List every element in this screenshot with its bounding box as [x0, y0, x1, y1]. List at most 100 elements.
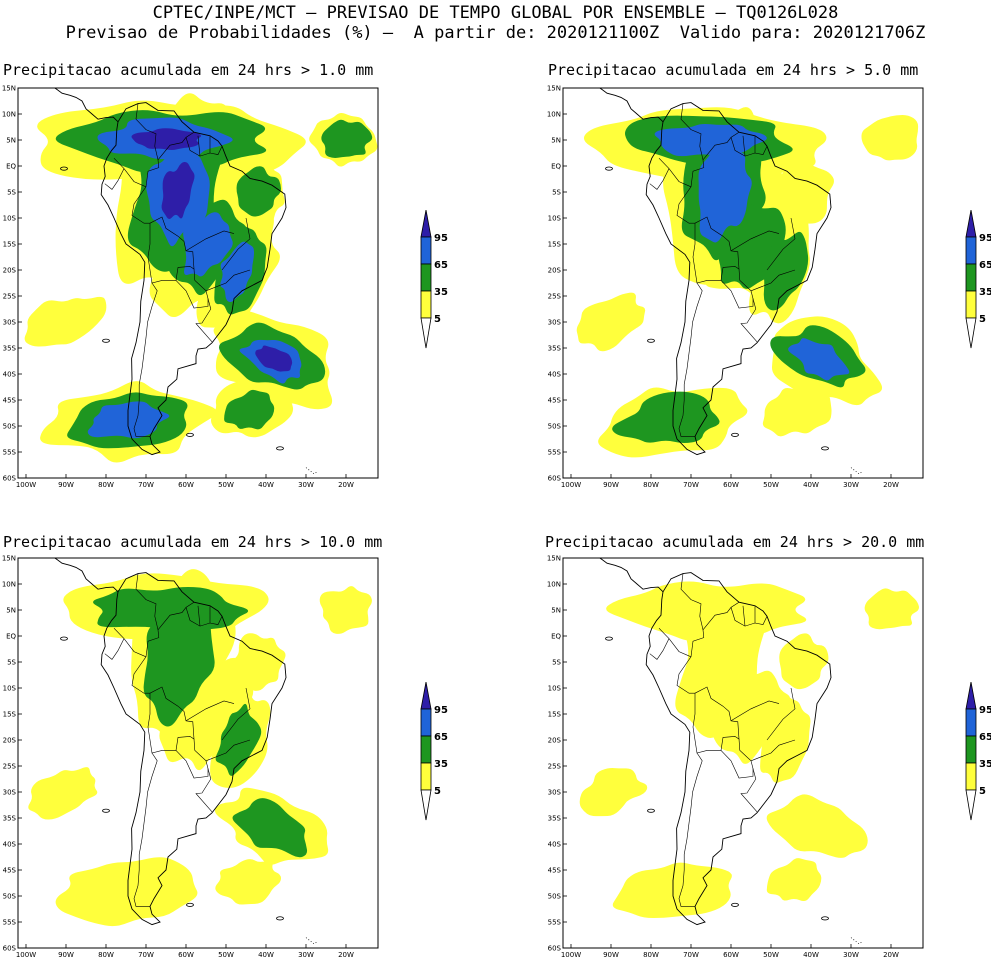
- lat-label: 10S: [3, 215, 17, 223]
- lon-label: 90W: [58, 951, 74, 957]
- lon-label: 20W: [883, 481, 899, 489]
- lat-label: 10N: [2, 581, 16, 589]
- precip-green-south-atlantic-cell: [224, 389, 275, 430]
- map-panel-3: 15N 10N 5N EQ 5S 10S 15S 20S 25S 30S 35S 40S 45S 50S 5…: [2, 555, 379, 957]
- lat-label: 10N: [547, 111, 561, 119]
- country-border: [185, 607, 223, 627]
- country-border: [649, 638, 670, 660]
- lat-label: EQ: [551, 633, 561, 641]
- country-border: [157, 601, 195, 630]
- lat-label: 55S: [3, 919, 17, 927]
- lat-label: EQ: [551, 163, 561, 171]
- precip-blue-southeast-brazil: [220, 241, 255, 303]
- lon-label: 60W: [178, 481, 194, 489]
- panel-4-title: Precipitacao acumulada em 24 hrs > 20.0 …: [545, 533, 925, 551]
- lon-label: 40W: [803, 481, 819, 489]
- colorbar-2: 95 65 35 5: [965, 210, 991, 349]
- sandwich-islands: [850, 937, 864, 945]
- colorbar-segment: [965, 236, 977, 265]
- lon-label: 70W: [683, 951, 699, 957]
- precip-yellow-central-brazil: [712, 670, 791, 764]
- lat-label: 30S: [3, 789, 17, 797]
- country-border: [740, 298, 758, 342]
- precip-green-east-atlantic-itcz: [321, 119, 373, 159]
- country-border: [147, 686, 195, 754]
- header-subtitle: Previsao de Probabilidades (%) – A parti…: [65, 23, 926, 43]
- lon-label: 70W: [138, 951, 154, 957]
- colorbar-segment: [420, 762, 432, 791]
- country-border: [730, 607, 768, 627]
- colorbar-1: 95 65 35 5: [420, 210, 448, 349]
- country-border: [205, 739, 251, 762]
- precip-yellow-northeast-brazil: [773, 162, 834, 224]
- island: [731, 902, 739, 907]
- lat-label: 60S: [548, 475, 562, 483]
- country-border: [131, 637, 159, 694]
- country-border: [185, 230, 235, 252]
- precip-yellow-east-atlantic-itcz: [864, 588, 919, 630]
- precip-green-southern-pacific-storm: [612, 391, 720, 444]
- precip-yellow-east-atlantic-itcz: [319, 586, 372, 634]
- lat-label: 55S: [548, 919, 562, 927]
- colorbar-segment: [965, 290, 977, 319]
- lat-label: 10S: [548, 215, 562, 223]
- lon-label: 80W: [643, 481, 659, 489]
- lat-label: 35S: [548, 815, 562, 823]
- colorbar-segment: [420, 290, 432, 319]
- island: [276, 916, 284, 921]
- lon-label: 30W: [298, 951, 314, 957]
- island: [186, 902, 194, 907]
- country-border: [104, 168, 125, 190]
- island: [102, 808, 110, 813]
- lat-label: 45S: [3, 867, 17, 875]
- lon-label: 30W: [843, 481, 859, 489]
- lat-label: 35S: [3, 815, 17, 823]
- lat-label: 60S: [548, 945, 562, 953]
- lat-label: 5S: [7, 189, 16, 197]
- precip-blue-atlantic-front: [788, 338, 850, 381]
- country-border: [742, 135, 746, 157]
- lat-label: 40S: [548, 371, 562, 379]
- precip-blue-southern-pacific-storm: [87, 401, 170, 439]
- lat-label: 30S: [548, 319, 562, 327]
- precip-yellow-south-atlantic-cell: [762, 385, 832, 437]
- country-border: [730, 700, 780, 722]
- sandwich-islands: [305, 467, 319, 475]
- country-border: [113, 627, 147, 658]
- island: [731, 432, 739, 437]
- lon-label: 80W: [98, 951, 114, 957]
- precip-blue-central-brazil: [183, 212, 233, 277]
- precip-layer: [563, 88, 919, 475]
- precip-green-southeast-brazil: [215, 703, 262, 776]
- lon-label: 50W: [763, 481, 779, 489]
- country-border: [676, 167, 704, 224]
- lat-label: 15N: [547, 85, 561, 93]
- precip-green-southeast-brazil: [761, 231, 809, 311]
- colorbar-label: 35: [979, 287, 991, 298]
- precip-yellow-south-atlantic-cell: [766, 858, 822, 902]
- lon-label: 50W: [763, 951, 779, 957]
- country-border: [730, 230, 780, 252]
- precip-yellow-pacific-band: [28, 767, 98, 820]
- country-border: [750, 269, 796, 292]
- colorbar-cap-95: [420, 682, 432, 710]
- lat-label: 15S: [3, 711, 17, 719]
- colorbar-segment: [965, 708, 977, 737]
- island: [60, 166, 68, 171]
- country-border: [676, 637, 704, 694]
- colorbar-label: 35: [434, 287, 448, 298]
- lon-label: 40W: [258, 481, 274, 489]
- colorbar-cap-0: [420, 789, 432, 821]
- map-panel-1: 15N 10N 5N EQ 5S 10S 15S 20S 25S 30S 35S 40S 45S 50S 5…: [2, 85, 379, 489]
- island: [605, 636, 613, 641]
- lon-label: 100W: [16, 481, 36, 489]
- precip-yellow-pacific-band: [579, 768, 648, 817]
- lon-label: 100W: [561, 481, 581, 489]
- colorbar-cap-95: [965, 682, 977, 710]
- country-border: [147, 216, 195, 284]
- colorbar-3: 95 65 35 5: [420, 682, 448, 821]
- colorbar-label: 5: [434, 786, 441, 797]
- precip-navy-amazon-core: [161, 161, 195, 220]
- lat-label: 5N: [551, 607, 561, 615]
- colorbar-label: 35: [434, 759, 448, 770]
